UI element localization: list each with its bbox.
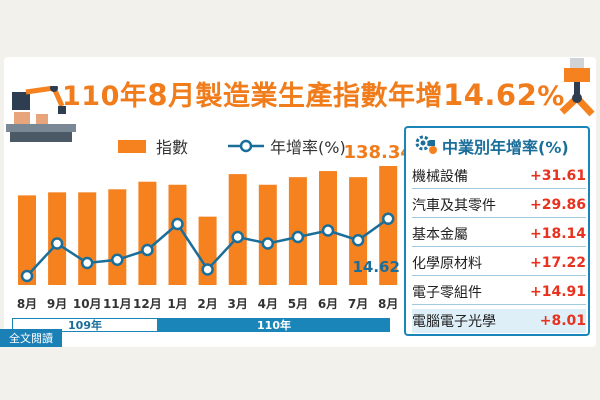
title-month: 8 <box>147 78 169 112</box>
industry-growth-value: +18.14 <box>529 226 586 242</box>
growth-rate-point <box>171 217 184 231</box>
industry-row: 化學原材料 +17.22 <box>412 251 586 276</box>
industry-row: 機械設備 +31.61 <box>412 164 586 189</box>
last-bar-data-label: 138.34 <box>343 142 412 163</box>
growth-rate-point <box>351 234 365 247</box>
title-value: 14.62 <box>443 78 538 112</box>
industry-growth-value: +29.86 <box>529 197 586 213</box>
industry-growth-value: +14.91 <box>529 284 586 300</box>
industry-name: 化學原材料 <box>412 256 482 272</box>
last-point-data-label: 14.62 <box>352 258 399 276</box>
title-mid: 月製造業生產指數年增 <box>168 81 444 112</box>
title-pct: % <box>537 81 565 112</box>
index-bar <box>349 177 368 285</box>
month-tick-label: 11月 <box>103 297 132 311</box>
industry-growth-value: +31.61 <box>529 168 586 184</box>
chart-legend: 指數 年增率(%) <box>118 134 346 158</box>
index-bar <box>78 192 97 285</box>
month-tick-label: 9月 <box>47 297 67 311</box>
industry-name: 電腦電子光學 <box>412 314 496 330</box>
title-prefix: 110年 <box>62 81 148 112</box>
growth-rate-point <box>321 224 335 237</box>
month-tick-label: 10月 <box>73 297 102 311</box>
legend-line-icon <box>228 139 265 153</box>
industry-growth-panel: 中業別年增率(%) 機械設備 +31.61 汽車及其零件 +29.86 基本金屬 +18.… <box>404 126 590 336</box>
year-band-109: 109年 <box>12 318 158 332</box>
month-tick-label: 8月 <box>378 297 398 311</box>
index-bar <box>138 181 157 285</box>
robot-arm-icon <box>6 86 76 142</box>
industry-row: 基本金屬 +18.14 <box>412 222 586 247</box>
index-bar <box>168 184 187 285</box>
index-bar <box>258 184 277 285</box>
growth-rate-point <box>291 230 305 244</box>
year-band-110: 110年 <box>158 318 390 332</box>
industry-row: 汽車及其零件 +29.86 <box>412 193 586 218</box>
legend-bar-label: 指數 <box>156 138 189 157</box>
robot-claw-icon <box>559 58 595 117</box>
industry-name: 機械設備 <box>412 169 468 185</box>
growth-rate-point <box>20 269 34 283</box>
gear-people-icon <box>415 135 437 154</box>
index-bar <box>379 166 398 285</box>
month-tick-label: 7月 <box>348 297 368 311</box>
growth-rate-point <box>201 263 214 276</box>
growth-rate-point <box>261 237 275 250</box>
month-tick-label: 2月 <box>197 297 217 311</box>
month-tick-label: 1月 <box>167 297 187 311</box>
read-full-article-button[interactable]: 全文閱讀 <box>0 329 62 347</box>
month-tick-label: 8月 <box>17 297 37 311</box>
growth-rate-point <box>141 243 154 257</box>
month-tick-label: 12月 <box>133 297 162 311</box>
month-tick-label: 5月 <box>288 297 308 311</box>
month-tick-label: 4月 <box>258 297 278 311</box>
industry-row: 電腦電子光學 +8.01 <box>412 309 586 333</box>
index-bar <box>18 195 36 285</box>
growth-rate-point <box>50 237 64 250</box>
month-tick-label: 3月 <box>228 297 248 311</box>
growth-rate-point <box>80 256 94 270</box>
index-bar <box>108 189 127 285</box>
industry-name: 基本金屬 <box>412 227 468 243</box>
legend-line-label: 年增率(%) <box>270 138 346 157</box>
page-title: 110年8月製造業生產指數年增14.62% <box>62 74 565 113</box>
growth-rate-point <box>231 230 244 244</box>
industry-name: 電子零組件 <box>412 285 482 301</box>
industry-growth-value: +8.01 <box>539 313 586 329</box>
legend-bar-swatch <box>118 139 146 153</box>
month-tick-label: 6月 <box>318 297 338 311</box>
panel-title: 中業別年增率(%) <box>442 138 569 157</box>
growth-rate-point <box>111 253 124 266</box>
index-bar <box>228 174 247 285</box>
industry-growth-value: +17.22 <box>529 255 586 271</box>
industry-row: 電子零組件 +14.91 <box>412 280 586 305</box>
growth-rate-point <box>381 212 395 225</box>
industry-name: 汽車及其零件 <box>412 198 496 214</box>
